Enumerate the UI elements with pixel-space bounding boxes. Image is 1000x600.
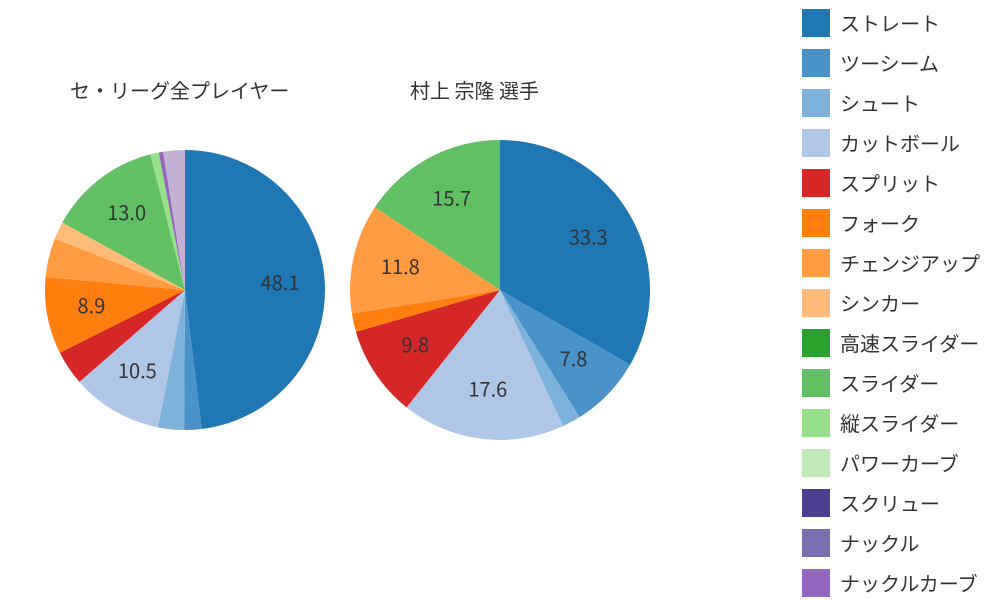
legend-label: フォーク <box>840 208 920 237</box>
pie-slice <box>352 290 500 332</box>
legend-item: ナックル <box>802 528 980 557</box>
chart-root: { "canvas": { "width": 1000, "height": 6… <box>0 0 1000 600</box>
legend-label: ナックルカーブ <box>840 568 978 597</box>
legend-label: シンカー <box>840 288 920 317</box>
legend-swatch <box>802 129 830 157</box>
legend-label: ツーシーム <box>840 48 939 77</box>
pie-slice <box>60 290 185 382</box>
legend-swatch <box>802 249 830 277</box>
legend-label: 高速スライダー <box>840 328 979 357</box>
legend-swatch <box>802 569 830 597</box>
legend-item: カットボール <box>802 128 980 157</box>
legend-item: スクリュー <box>802 488 980 517</box>
pie-slice <box>407 290 563 440</box>
slice-value-label: 33.3 <box>569 221 608 250</box>
legend-item: チェンジアップ <box>802 248 980 277</box>
legend-swatch <box>802 529 830 557</box>
legend-label: パワーカーブ <box>840 448 959 477</box>
pie-slice <box>150 152 185 290</box>
slice-value-label: 10.5 <box>118 355 157 384</box>
slice-value-label: 11.8 <box>381 251 420 280</box>
legend-swatch <box>802 369 830 397</box>
legend-item: 縦スライダー <box>802 408 980 437</box>
legend-swatch <box>802 49 830 77</box>
legend-swatch <box>802 89 830 117</box>
slice-value-label: 48.1 <box>261 267 300 296</box>
legend-swatch <box>802 9 830 37</box>
legend-item: パワーカーブ <box>802 448 980 477</box>
legend-label: スプリット <box>840 168 940 197</box>
legend-item: ナックルカーブ <box>802 568 980 597</box>
pie-slice <box>158 290 185 430</box>
legend-item: スプリット <box>802 168 980 197</box>
pie-slice <box>159 152 185 290</box>
legend-swatch <box>802 449 830 477</box>
legend-label: スライダー <box>840 368 939 397</box>
legend-label: スクリュー <box>840 488 940 517</box>
pie-slice <box>163 150 185 290</box>
legend-label: カットボール <box>840 128 960 157</box>
pie-slice <box>185 150 325 429</box>
legend-label: ナックル <box>840 528 919 557</box>
legend-item: ツーシーム <box>802 48 980 77</box>
slice-value-label: 8.9 <box>78 290 106 319</box>
pie-player-title: 村上 宗隆 選手 <box>410 75 539 104</box>
slice-value-label: 13.0 <box>107 197 146 226</box>
legend-swatch <box>802 169 830 197</box>
legend-item: シュート <box>802 88 980 117</box>
pie-slice <box>46 238 185 290</box>
legend-item: ストレート <box>802 8 980 37</box>
pie-slice <box>500 140 650 365</box>
legend: ストレートツーシームシュートカットボールスプリットフォークチェンジアップシンカー… <box>802 0 980 600</box>
legend-item: フォーク <box>802 208 980 237</box>
pie-league-title: セ・リーグ全プレイヤー <box>70 75 289 104</box>
slice-value-label: 7.8 <box>560 343 588 372</box>
pie-slice <box>356 290 500 407</box>
legend-label: ストレート <box>840 8 940 37</box>
slice-value-label: 17.6 <box>468 374 507 403</box>
legend-swatch <box>802 409 830 437</box>
pie-slice <box>45 277 185 353</box>
legend-swatch <box>802 329 830 357</box>
legend-item: シンカー <box>802 288 980 317</box>
pie-slice <box>62 154 185 290</box>
pie-slice <box>500 290 630 417</box>
pie-slice <box>79 290 185 427</box>
pie-slice <box>500 290 580 426</box>
pie-slice <box>184 290 202 430</box>
slice-value-label: 9.8 <box>401 329 429 358</box>
legend-item: 高速スライダー <box>802 328 980 357</box>
legend-swatch <box>802 289 830 317</box>
legend-swatch <box>802 209 830 237</box>
legend-label: チェンジアップ <box>840 248 980 277</box>
pie-slice <box>375 140 500 290</box>
pie-slice <box>55 223 185 290</box>
legend-label: 縦スライダー <box>840 408 959 437</box>
pie-slice <box>350 207 500 313</box>
legend-swatch <box>802 489 830 517</box>
legend-label: シュート <box>840 88 920 117</box>
legend-item: スライダー <box>802 368 980 397</box>
slice-value-label: 15.7 <box>432 183 471 212</box>
